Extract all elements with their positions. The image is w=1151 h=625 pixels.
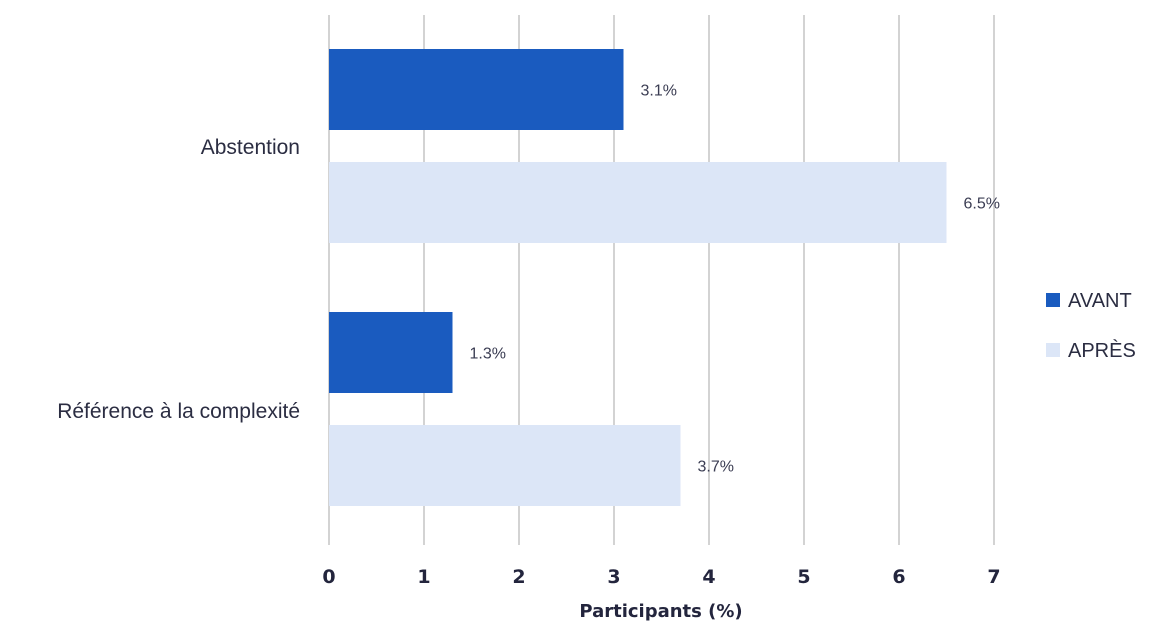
data-label-abstention-avant: 3.1%: [641, 83, 677, 100]
x-tick-3: 3: [607, 566, 620, 588]
category-labels: Abstention Référence à la complexité: [57, 136, 300, 423]
data-label-reference-a-la-complexite-apres: 3.7%: [698, 459, 734, 476]
bar-reference-a-la-complexite-apres: [329, 425, 681, 506]
bar-abstention-apres: [329, 162, 947, 243]
x-tick-4: 4: [702, 566, 715, 588]
x-tick-0: 0: [322, 566, 335, 588]
legend-label-avant: AVANT: [1068, 290, 1132, 312]
category-label-reference-a-la-complexite: Référence à la complexité: [57, 400, 300, 423]
data-label-abstention-apres: 6.5%: [964, 196, 1000, 213]
x-tick-1: 1: [417, 566, 430, 588]
legend-swatch-apres: [1046, 343, 1060, 357]
bar-abstention-avant: [329, 49, 624, 130]
data-label-reference-a-la-complexite-avant: 1.3%: [470, 346, 506, 363]
x-tick-labels: 0 1 2 3 4 5 6 7: [322, 566, 1000, 588]
x-axis-title: Participants (%): [579, 601, 742, 622]
legend-label-apres: APRÈS: [1068, 339, 1136, 362]
x-tick-2: 2: [512, 566, 525, 588]
x-tick-7: 7: [987, 566, 1000, 588]
legend-swatch-avant: [1046, 293, 1060, 307]
bar-reference-a-la-complexite-avant: [329, 312, 453, 393]
legend: AVANT APRÈS: [1046, 290, 1136, 362]
category-label-abstention: Abstention: [201, 136, 300, 159]
x-tick-5: 5: [797, 566, 810, 588]
bars: 3.1% 6.5% 1.3% 3.7%: [329, 49, 1000, 506]
x-tick-6: 6: [892, 566, 905, 588]
